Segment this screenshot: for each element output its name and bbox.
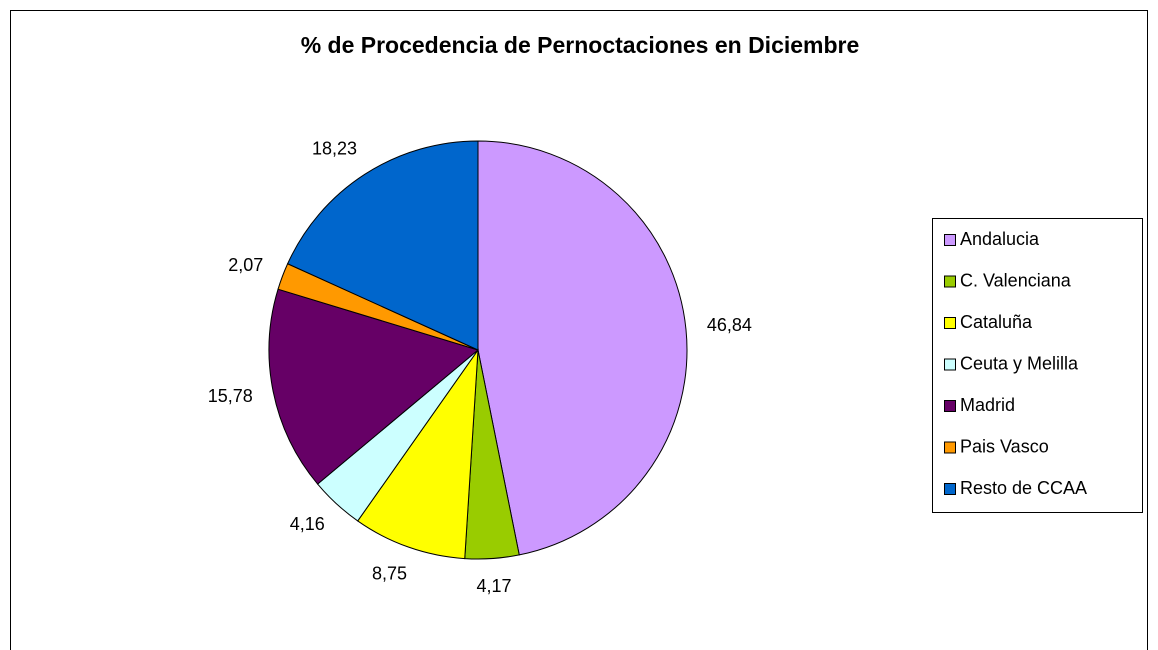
data-label: 4,17 bbox=[477, 576, 512, 596]
legend-label: Resto de CCAA bbox=[960, 478, 1087, 498]
legend-label: Andalucia bbox=[960, 229, 1040, 249]
legend-swatch bbox=[944, 358, 956, 371]
data-label: 15,78 bbox=[208, 386, 253, 406]
legend-label: Madrid bbox=[960, 395, 1015, 415]
chart-title: % de Procedencia de Pernoctaciones en Di… bbox=[301, 32, 860, 58]
data-label: 18,23 bbox=[312, 139, 357, 159]
legend-swatch bbox=[944, 234, 956, 246]
legend-swatch bbox=[944, 441, 956, 454]
legend-swatch bbox=[944, 275, 956, 288]
data-label: 8,75 bbox=[372, 563, 407, 583]
pie-slice bbox=[286, 140, 479, 351]
data-label: 2,07 bbox=[228, 255, 263, 275]
data-label: 46,84 bbox=[707, 315, 752, 335]
pie-slice bbox=[357, 348, 479, 560]
legend-swatch bbox=[944, 400, 956, 412]
legend-label: C. Valenciana bbox=[960, 270, 1072, 290]
legend-swatch bbox=[944, 483, 956, 495]
data-label: 4,16 bbox=[290, 514, 325, 534]
legend-swatch bbox=[944, 317, 956, 329]
legend-label: Ceuta y Melilla bbox=[960, 353, 1079, 373]
legend-box bbox=[932, 218, 1143, 513]
legend-label: Cataluña bbox=[960, 312, 1033, 332]
pie-slice bbox=[268, 288, 480, 485]
legend-label: Pais Vasco bbox=[960, 436, 1049, 456]
pie-slice bbox=[477, 140, 688, 556]
